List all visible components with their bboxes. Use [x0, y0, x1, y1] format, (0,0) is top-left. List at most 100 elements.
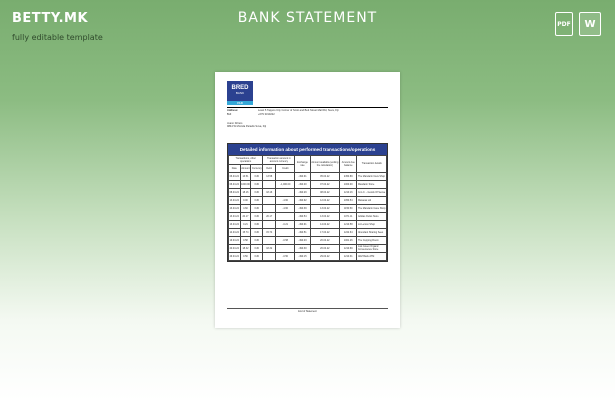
table-cell: 05.04.22	[309, 171, 341, 181]
table-cell: 13.04.22	[309, 211, 341, 221]
table-cell: The Cupping Room	[356, 235, 387, 245]
bank-address: Level 5 Tappoo City Corner of Scott and …	[258, 109, 339, 112]
table-cell: 0.50	[239, 252, 252, 262]
table-cell: FJD	[250, 203, 264, 213]
table-cell: 18.16	[262, 187, 277, 197]
table-cell: -490.51	[294, 227, 311, 237]
table-cell: 15.74	[239, 227, 252, 237]
table-cell: 4.60	[239, 203, 252, 213]
table-cell	[262, 179, 277, 189]
table-row: 08.04.22 18.16 FJD 18.16 -490.29 08.04.22 1210…	[228, 187, 387, 197]
table-cell: 06.04.22	[228, 179, 241, 189]
table-cell: FJD	[250, 252, 264, 262]
table-cell: 13.58	[262, 171, 277, 181]
table-cell: -490.15	[294, 252, 311, 262]
table-cell: -0.50	[275, 252, 296, 262]
customer-name: Joann Driters	[227, 122, 243, 125]
table-cell: 0.21	[239, 219, 252, 229]
table-cell	[275, 211, 296, 221]
table-cell: 13.04.22	[228, 211, 241, 221]
table-cell: 13.04.22	[228, 195, 241, 205]
table-row: 06.04.22 13.51 FJD 13.58 -490.91 05.04.22 2450…	[228, 171, 387, 181]
table-title: Detailed information about performed tra…	[228, 144, 387, 155]
table-cell: FJD	[250, 243, 264, 254]
table-cell: -0.21	[275, 219, 296, 229]
table-cell: 1210.69	[339, 243, 358, 254]
table-cell: FJD	[250, 171, 264, 181]
pdf-icon[interactable]: PDF	[555, 12, 573, 36]
table-cell: 1071.11	[339, 211, 358, 221]
table-cell: 15.74	[262, 227, 277, 237]
table-cell: -490.03	[294, 235, 311, 245]
table-cell: ANZ Bank ATM	[356, 252, 387, 262]
table-cell: Abundant Sharing Sees	[356, 227, 387, 237]
table-cell: -490.91	[294, 171, 311, 181]
table-cell	[275, 171, 296, 181]
table-cell: 1050.54	[339, 195, 358, 205]
table-cell: -490.91	[294, 219, 311, 229]
table-cell: 13.04.22	[228, 203, 241, 213]
table-cell: 06.04.22	[228, 171, 241, 181]
table-cell: 1001.26	[339, 235, 358, 245]
table-cell: Maracas Ltd	[356, 195, 387, 205]
word-icon[interactable]: W	[579, 12, 601, 36]
table-cell: -4.60	[275, 195, 296, 205]
table-cell: 20.17	[262, 211, 277, 221]
table-cell: 1000.00	[239, 179, 252, 189]
table-row: 13.04.22 20.17 FJD 20.17 -490.54 13.04.22 1071…	[228, 211, 387, 221]
table-cell: 14.04.22	[309, 219, 341, 229]
table-cell	[275, 227, 296, 237]
table-cell: -490.30	[294, 243, 311, 254]
table-cell: -0.58	[275, 235, 296, 245]
table-cell: G.G.C. - Goods Of Sense	[356, 187, 387, 197]
table-cell	[262, 235, 277, 245]
table-cell: 1210.58	[339, 219, 358, 229]
transactions-table: Detailed information about performed tra…	[227, 143, 388, 263]
table-row: 19.04.22 0.58 FJD -0.58 -490.03 20.04.22 1001.…	[228, 235, 387, 245]
table-cell: 20.04.22	[309, 235, 341, 245]
tagline: fully editable template	[12, 33, 103, 42]
table-cell: -490.92	[294, 195, 311, 205]
table-cell: 2450.89	[339, 171, 358, 181]
table-cell: 18.32	[239, 243, 252, 254]
table-row: 13.04.22 4.60 FJD -4.60 -490.39 13.04.22 1150.…	[228, 203, 387, 213]
table-cell	[262, 203, 277, 213]
tel-label: Tel:	[227, 113, 232, 116]
statement-preview: BRED BANK FIJI Address: Level 5 Tappoo Ci…	[215, 72, 400, 328]
bank-logo: BRED BANK FIJI	[227, 81, 253, 105]
table-cell: Mandarin Store	[356, 179, 387, 189]
table-cell: 1210.16	[339, 187, 358, 197]
table-cell	[262, 195, 277, 205]
table-cell: Just Green Organic Convenience Store	[356, 243, 387, 254]
table-cell: 13.04.22	[309, 203, 341, 213]
table-cell: 08.04.22	[309, 187, 341, 197]
table-cell: 1222.64	[339, 227, 358, 237]
table-cell: 13.04.22	[228, 219, 241, 229]
table-row: 13.04.22 0.21 FJD -0.21 -490.91 14.04.22 1210.…	[228, 219, 387, 229]
table-cell: 08.04.22	[228, 187, 241, 197]
customer-address: 9844 W Moinda Paradis Suva, Fiji	[227, 125, 267, 128]
table-cell: 12.04.22	[309, 195, 341, 205]
table-cell: 20.04.22	[309, 243, 341, 254]
table-cell: Adidas Outlet Store	[356, 211, 387, 221]
table-cell: 07.04.22	[309, 179, 341, 189]
table-cell: FJD	[250, 211, 264, 221]
table-cell: 20.17	[239, 211, 252, 221]
address-label: Address:	[227, 109, 239, 112]
table-cell: 14.04.22	[228, 227, 241, 237]
table-cell: -490.54	[294, 211, 311, 221]
table-row: 20.04.22 18.32 FJD 18.32 -490.30 20.04.22 1210…	[228, 243, 387, 254]
table-cell: FJD	[250, 179, 264, 189]
statement-footer: End of Statement	[227, 308, 388, 313]
table-cell: -4.60	[275, 203, 296, 213]
table-cell: FJD	[250, 235, 264, 245]
table-cell: -490.39	[294, 203, 311, 213]
table-cell	[262, 219, 277, 229]
table-cell: FJD	[250, 195, 264, 205]
table-cell: -490.00	[294, 179, 311, 189]
table-cell: 17.04.22	[309, 227, 341, 237]
page-title: BANK STATEMENT	[237, 10, 378, 26]
table-cell: 19.04.22	[228, 235, 241, 245]
table-row: 14.04.22 15.74 FJD 15.74 -490.51 17.04.22 1222…	[228, 227, 387, 237]
table-cell: 1210.31	[339, 252, 358, 262]
